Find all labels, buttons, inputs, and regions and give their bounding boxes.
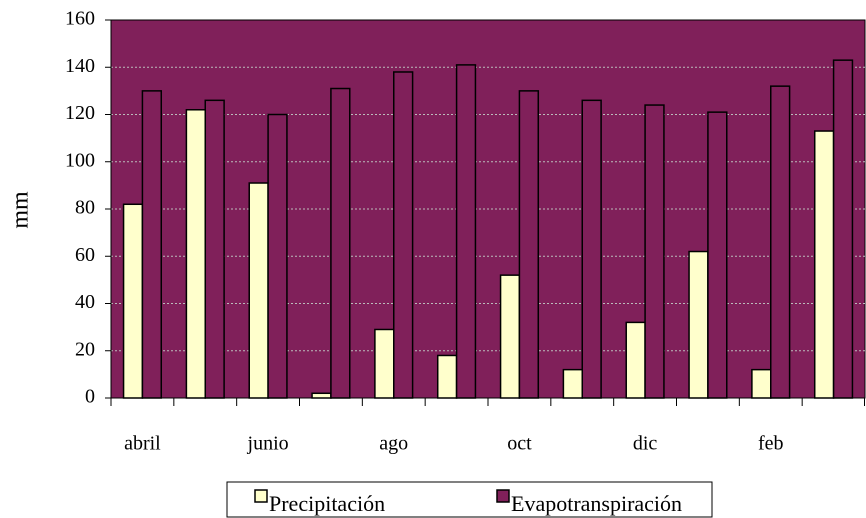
- y-tick-label: 40: [75, 291, 95, 313]
- bar: [707, 111, 728, 399]
- bar: [562, 368, 584, 399]
- y-axis-label: mm: [8, 191, 34, 229]
- bar: [374, 328, 395, 399]
- y-tick-label: 100: [65, 149, 95, 171]
- y-tick-label: 80: [75, 197, 95, 219]
- x-tick-label: feb: [758, 433, 784, 455]
- y-tick-label: 160: [65, 8, 95, 30]
- bar: [185, 109, 206, 399]
- y-tick-label: 120: [65, 102, 95, 124]
- bar: [330, 87, 351, 399]
- x-tick-label: junio: [247, 433, 289, 455]
- legend-label: Evapotranspiración: [511, 491, 682, 516]
- y-tick-label: 140: [65, 55, 95, 77]
- bar: [122, 203, 144, 399]
- bar: [518, 90, 540, 399]
- bar: [644, 104, 665, 399]
- bar: [770, 85, 791, 399]
- bar: [141, 90, 163, 399]
- x-tick-label: ago: [379, 433, 408, 455]
- legend-label: Precipitación: [269, 491, 385, 516]
- bar: [267, 113, 288, 399]
- x-tick-label: dic: [633, 433, 658, 455]
- y-tick-label: 60: [75, 244, 95, 266]
- bar: [813, 130, 835, 399]
- x-tick-label: oct: [507, 433, 532, 455]
- bar: [311, 392, 332, 399]
- y-tick-label: 20: [75, 338, 95, 360]
- bar: [248, 182, 269, 399]
- bar: [751, 368, 772, 399]
- legend-box: [226, 481, 713, 518]
- x-tick-label: abril: [124, 433, 161, 455]
- bar: [455, 64, 477, 399]
- bar: [688, 250, 709, 399]
- bar: [625, 321, 646, 399]
- legend-swatch: [496, 489, 510, 503]
- bar: [393, 71, 414, 399]
- legend-swatch: [254, 489, 268, 503]
- bar: [436, 354, 458, 399]
- y-tick-label: 0: [85, 386, 95, 408]
- bar: [204, 99, 225, 399]
- bar: [581, 99, 602, 399]
- bar: [832, 59, 854, 399]
- bar: [499, 274, 521, 399]
